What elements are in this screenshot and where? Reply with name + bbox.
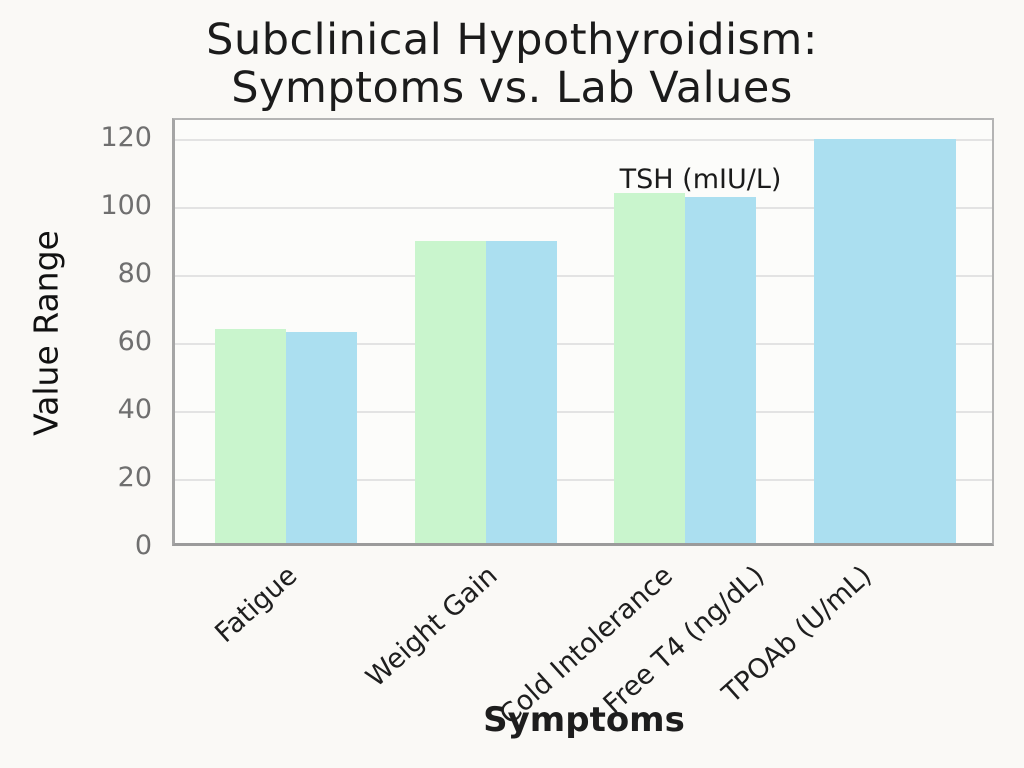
gridline-y-20	[175, 479, 992, 482]
chart-title: Subclinical Hypothyroidism: Symptoms vs.…	[0, 16, 1024, 112]
y-axis-label: Value Range	[26, 230, 66, 436]
chart-title-line2: Symptoms vs. Lab Values	[231, 63, 793, 113]
gridline-y-60	[175, 343, 992, 346]
gridline-y-80	[175, 275, 992, 278]
gridline-y-120	[175, 139, 992, 142]
y-tick-120: 120	[100, 122, 152, 154]
plot-area	[172, 118, 994, 546]
tsh-annotation: TSH (mIU/L)	[619, 164, 782, 195]
y-tick-100: 100	[100, 190, 152, 222]
y-tick-40: 40	[117, 394, 152, 426]
bar-fatigue-blue	[285, 332, 357, 543]
x-tick-fatigue: Fatigue	[208, 560, 303, 649]
y-tick-20: 20	[117, 462, 152, 494]
y-tick-60: 60	[117, 326, 152, 358]
bar-fatigue-green	[214, 329, 286, 543]
chart-title-line1: Subclinical Hypothyroidism:	[206, 15, 818, 65]
x-tick-weight-gain: Weight Gain	[360, 560, 504, 694]
gridline-y-100	[175, 207, 992, 210]
bar-tpoab-u-ml-blue	[814, 138, 957, 543]
bar-weight-gain-blue	[485, 240, 557, 543]
y-tick-0: 0	[134, 530, 152, 561]
x-axis-label: Symptoms	[483, 700, 685, 740]
bar-cold-intolerance-green	[614, 193, 686, 543]
y-tick-80: 80	[117, 258, 152, 290]
bar-weight-gain-green	[414, 240, 486, 543]
bar-cold-intolerance-blue	[685, 196, 757, 543]
gridline-y-40	[175, 411, 992, 414]
